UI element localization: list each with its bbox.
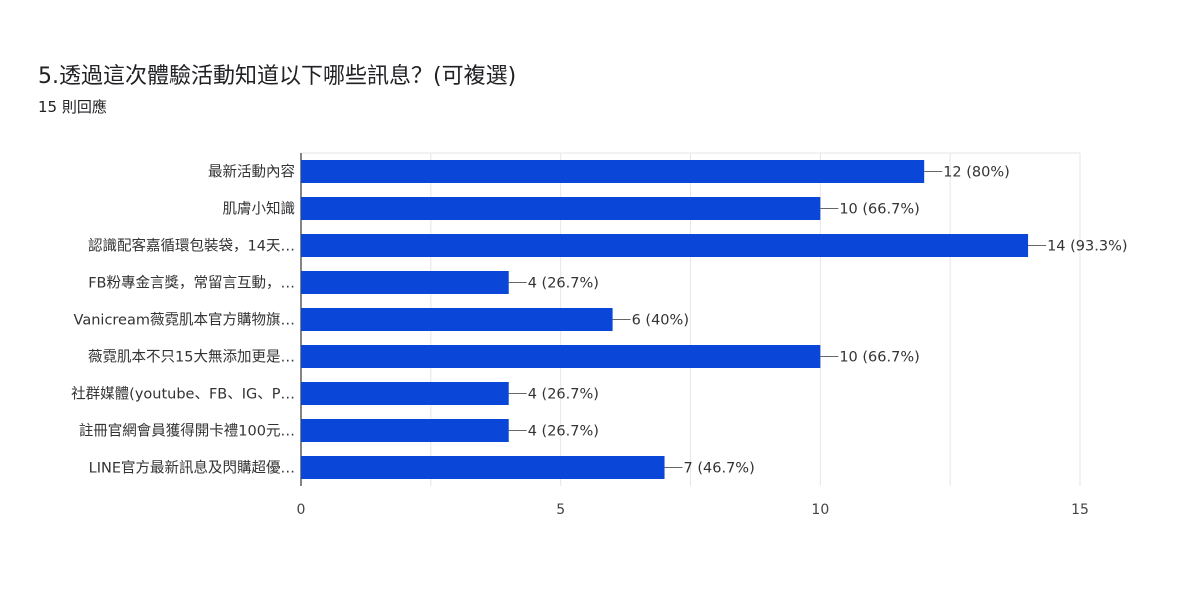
category-label: 最新活動內容	[208, 164, 295, 181]
x-tick-label: 0	[297, 502, 306, 518]
category-label: 認識配客嘉循環包裝袋，14天…	[88, 238, 295, 255]
category-label: 註冊官網會員獲得開卡禮100元…	[79, 423, 295, 440]
chart-title: 5.透過這次體驗活動知道以下哪些訊息？(可複選)	[38, 64, 517, 89]
bar	[301, 345, 821, 368]
data-label: 10 (66.7%)	[839, 350, 919, 366]
data-label: 12 (80%)	[943, 165, 1010, 181]
category-label: 肌膚小知識	[223, 201, 296, 218]
category-label: 薇霓肌本不只15大無添加更是…	[88, 349, 295, 366]
category-label: FB粉專金言獎，常留言互動，…	[88, 275, 295, 292]
data-label: 6 (40%)	[632, 313, 689, 329]
bar	[301, 456, 665, 479]
category-label: LINE官方最新訊息及閃購超優…	[89, 460, 295, 477]
bars	[301, 160, 1029, 479]
data-label: 4 (26.7%)	[528, 276, 599, 292]
bar	[301, 197, 821, 220]
labels: 最新活動內容 12 (80%) 肌膚小知識 10 (66.7%) 認識配客嘉循環包裝袋，…	[71, 164, 1127, 519]
response-count: 15 則回應	[38, 98, 107, 116]
bar	[301, 271, 509, 294]
category-label: Vanicream薇霓肌本官方購物旗…	[74, 312, 295, 329]
data-label: 7 (46.7%)	[684, 461, 755, 477]
bar	[301, 419, 509, 442]
data-label: 4 (26.7%)	[528, 387, 599, 403]
x-tick-label: 15	[1071, 502, 1089, 518]
data-label: 10 (66.7%)	[839, 202, 919, 218]
bar	[301, 382, 509, 405]
bar	[301, 160, 925, 183]
bar	[301, 234, 1029, 257]
x-tick-label: 5	[556, 502, 565, 518]
data-label: 4 (26.7%)	[528, 424, 599, 440]
data-label: 14 (93.3%)	[1047, 239, 1127, 255]
bar	[301, 308, 613, 331]
x-tick-label: 10	[811, 502, 829, 518]
category-label: 社群媒體(youtube、FB、IG、P…	[71, 386, 295, 403]
